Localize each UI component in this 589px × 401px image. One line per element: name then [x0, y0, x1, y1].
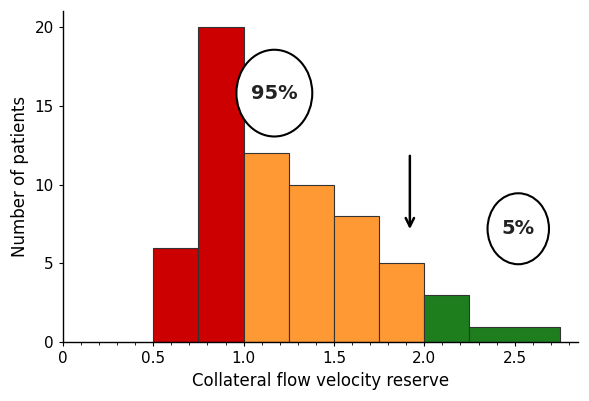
Bar [334, 216, 379, 342]
Text: 5%: 5% [502, 219, 535, 238]
Bar [289, 184, 334, 342]
X-axis label: Collateral flow velocity reserve: Collateral flow velocity reserve [192, 372, 449, 390]
Bar [244, 153, 289, 342]
Bar [379, 263, 424, 342]
Ellipse shape [236, 50, 312, 136]
Y-axis label: Number of patients: Number of patients [11, 96, 29, 257]
Bar [198, 27, 244, 342]
Bar [424, 295, 469, 342]
Text: 95%: 95% [251, 84, 297, 103]
Bar [153, 248, 198, 342]
Bar [469, 326, 560, 342]
Ellipse shape [488, 193, 549, 264]
